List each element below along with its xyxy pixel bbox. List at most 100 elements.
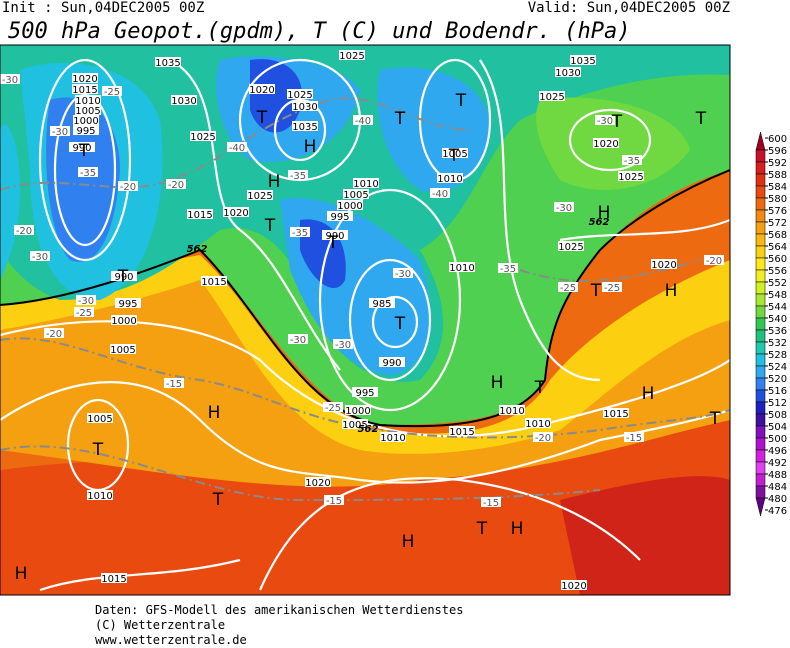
isobar-label: 1015 (72, 85, 97, 96)
colorbar-label: 548 (768, 290, 787, 301)
temperature-label-box (118, 181, 138, 191)
colorbar-label: 540 (768, 314, 787, 325)
colorbar-swatch (755, 209, 766, 223)
pressure-system: H (665, 281, 678, 301)
init-time: Init : Sun,04DEC2005 00Z (2, 0, 204, 16)
isobar-label-box (442, 148, 468, 158)
temperature-label-box (622, 155, 642, 165)
isobar-label-box (115, 298, 141, 308)
temperature-label-box (164, 378, 184, 388)
pressure-system: T (78, 141, 90, 161)
isobar-label-box (603, 408, 629, 418)
colorbar-swatch (755, 221, 766, 235)
isobar-label-box (437, 173, 463, 183)
colorbar-label: 508 (768, 410, 787, 421)
temperature-label: -30 (556, 203, 572, 214)
colorbar-label: 580 (768, 194, 787, 205)
isobar-label-box (449, 426, 475, 436)
temperature-label-box (76, 295, 96, 305)
isobar-label-box (369, 298, 395, 308)
colorbar-swatch (755, 281, 766, 295)
colorbar-label: 532 (768, 338, 787, 349)
colorbar: 6005965925885845805765725685645605565525… (755, 131, 787, 517)
colorbar-label: 492 (768, 458, 787, 469)
temperature-label-box (704, 255, 724, 265)
isobar-label: 1000 (73, 116, 98, 127)
isobar-label-box (287, 89, 313, 99)
temperature-label: -40 (229, 143, 245, 154)
isobar-label: 1025 (287, 90, 312, 101)
colorbar-label: 600 (768, 134, 787, 145)
isobar-label: 995 (76, 126, 95, 137)
isobar-label: 1025 (558, 242, 583, 253)
colorbar-swatch (755, 389, 766, 403)
isobar-label-box (380, 432, 406, 442)
colorbar-swatch (755, 449, 766, 463)
height-label: 562 (187, 244, 208, 255)
temperature-label-box (0, 74, 20, 84)
footer-line: (C) Wetterzentrale (95, 618, 225, 632)
isobar-label: 1005 (342, 420, 367, 431)
isobar-label: 995 (330, 212, 349, 223)
pressure-system: T (256, 108, 268, 128)
isobar-label: 1000 (337, 201, 362, 212)
temperature-label-box (323, 402, 343, 412)
pressure-system: T (534, 378, 546, 398)
pressure-system: H (208, 403, 221, 423)
temperature-label: -30 (52, 127, 68, 138)
colorbar-label: 536 (768, 326, 787, 337)
colorbar-label: 500 (768, 434, 787, 445)
isobar-label-box (292, 101, 318, 111)
isobar-label: 1005 (343, 190, 368, 201)
colorbar-swatch (755, 269, 766, 283)
isobar-label: 995 (118, 299, 137, 310)
temperature-label-box (288, 334, 308, 344)
colorbar-label: 504 (768, 422, 787, 433)
map-area: 1020101510101005100099599099099510001005… (0, 44, 731, 596)
colorbar-label: 484 (768, 482, 787, 493)
colorbar-label: 576 (768, 206, 787, 217)
pressure-system: H (268, 172, 281, 192)
colorbar-swatch (755, 257, 766, 271)
isobar-label: 1025 (618, 172, 643, 183)
isobar-label: 1025 (339, 51, 364, 62)
colorbar-swatch (755, 233, 766, 247)
temperature-label-box (30, 251, 50, 261)
colorbar-swatch (755, 305, 766, 319)
isobar-label-box (379, 357, 405, 367)
isobar-label: 1000 (345, 406, 370, 417)
pressure-system: T (695, 109, 707, 129)
temperature-label: -30 (335, 340, 351, 351)
temperature-label-box (44, 328, 64, 338)
pressure-system: H (511, 519, 524, 539)
isobar-label: 1020 (651, 260, 676, 271)
isobar-label: 1025 (539, 92, 564, 103)
isobar-label: 1005 (87, 414, 112, 425)
map-title: 500 hPa Geopot.(gpdm), T (C) und Bodendr… (8, 19, 631, 44)
temperature-label: -20 (168, 180, 184, 191)
isobar-label-box (593, 138, 619, 148)
isobar-label: 1005 (110, 345, 135, 356)
isobar-label-box (101, 573, 127, 583)
isobar-label-box (75, 105, 101, 115)
isobar-label: 990 (114, 272, 133, 283)
height-label: 562 (589, 217, 610, 228)
temperature-label-box (78, 167, 98, 177)
isobar-label: 1000 (111, 316, 136, 327)
temperature-label-box (288, 170, 308, 180)
temperature-label: -15 (166, 379, 182, 390)
footer-line: Daten: GFS-Modell des amerikanischen Wet… (95, 603, 463, 617)
isobar-label: 1005 (442, 149, 467, 160)
temperature-label: -25 (604, 283, 620, 294)
isobar-label-box (201, 276, 227, 286)
temperature-label: -25 (104, 87, 120, 98)
isobar-label: 990 (325, 231, 344, 242)
colorbar-swatch (755, 329, 766, 343)
temperature-label: -35 (292, 228, 308, 239)
isobar-label: 1020 (72, 74, 97, 85)
isobar-label: 1020 (305, 478, 330, 489)
isobar-label-box (73, 115, 99, 125)
isobar-label: 1020 (593, 139, 618, 150)
isobar-label-box (337, 200, 363, 210)
